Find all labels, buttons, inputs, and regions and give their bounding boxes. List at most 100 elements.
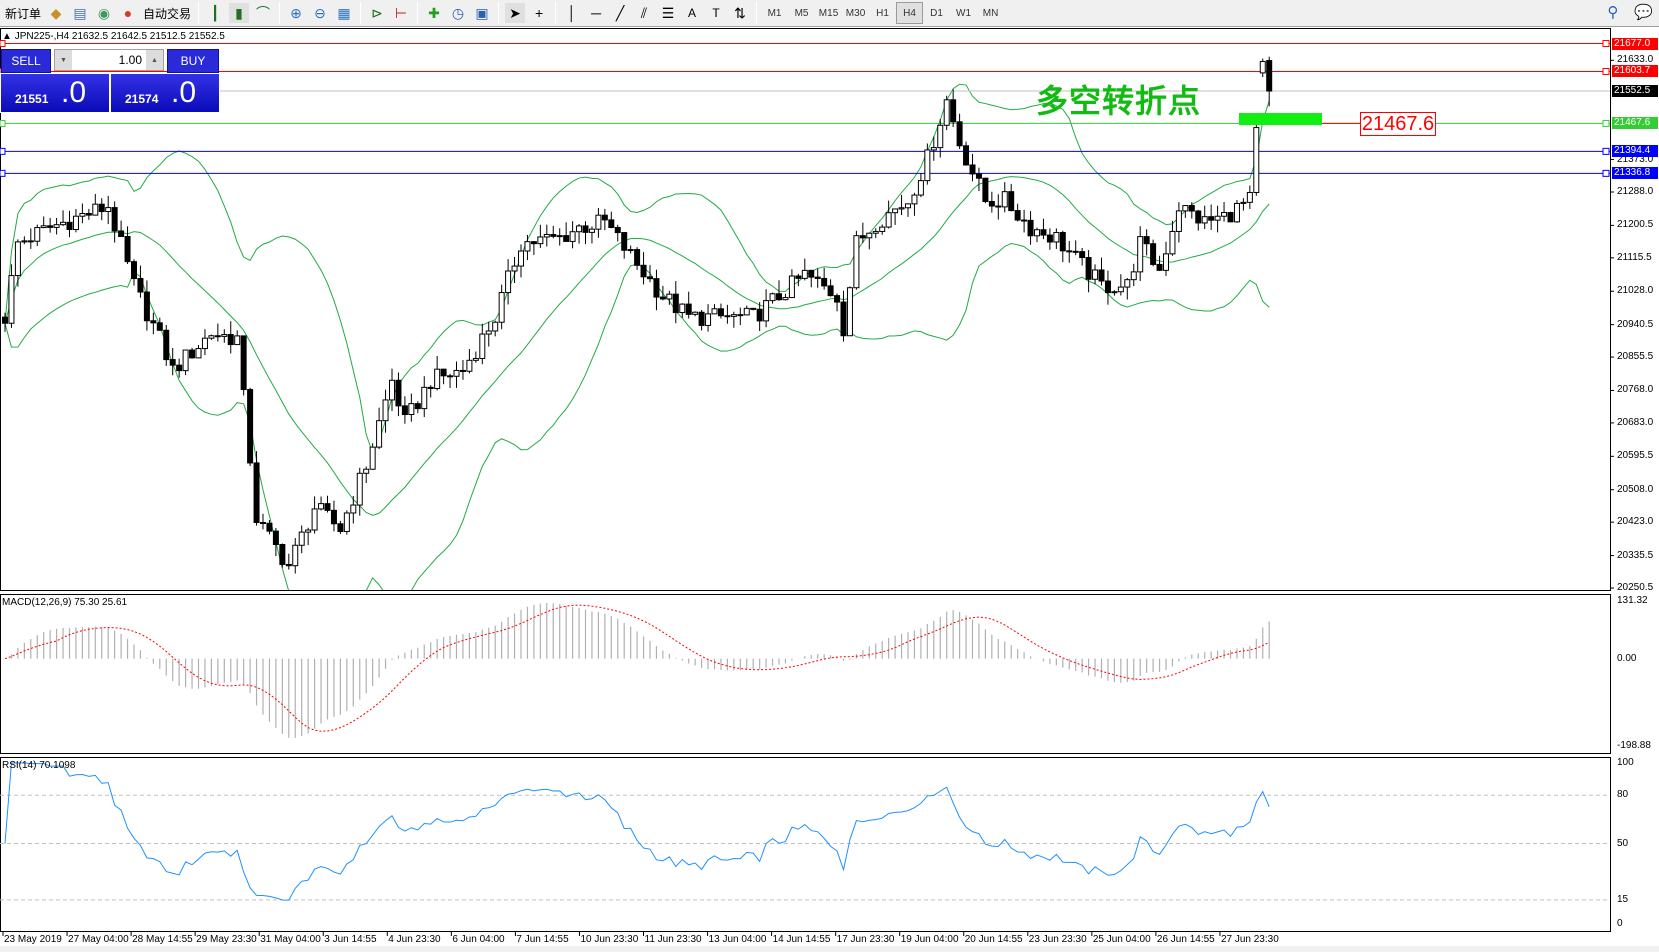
candle bbox=[743, 307, 750, 316]
timeframe-mn[interactable]: MN bbox=[982, 7, 999, 19]
annotation-text[interactable]: 多空转折点 bbox=[1036, 82, 1202, 120]
time-axis-label: 6 Jun 04:00 bbox=[452, 934, 505, 945]
text-icon[interactable]: A bbox=[688, 6, 697, 20]
hline-handle bbox=[0, 40, 6, 48]
candle bbox=[672, 293, 679, 314]
horizontal-line-icon[interactable]: ─ bbox=[591, 5, 601, 21]
candle bbox=[163, 329, 170, 361]
timeframe-h4[interactable]: H4 bbox=[896, 2, 924, 24]
candle bbox=[247, 389, 254, 464]
lot-value[interactable]: 1.00 bbox=[118, 53, 142, 67]
candle bbox=[1111, 291, 1118, 294]
tile-windows-icon[interactable]: ▦ bbox=[337, 4, 351, 21]
search-icon[interactable]: ⚲ bbox=[1607, 4, 1619, 21]
rsi-axis-label: 15 bbox=[1617, 893, 1629, 905]
timeframe-w1[interactable]: W1 bbox=[956, 7, 972, 19]
time-axis-label: 7 Jun 14:55 bbox=[516, 934, 569, 945]
decrease-lot-icon[interactable]: ▼ bbox=[55, 50, 72, 70]
candle bbox=[137, 278, 144, 293]
periods-icon[interactable]: ◷ bbox=[451, 4, 465, 21]
buy-price-fraction: .0 bbox=[171, 76, 197, 109]
one-click-trading-panel: SELL ▼ 1.00 ▲ BUY 21551 .0 21574 .0 bbox=[0, 48, 220, 113]
candle bbox=[498, 292, 505, 323]
time-axis-label: 20 Jun 14:55 bbox=[964, 934, 1023, 945]
candle bbox=[808, 269, 815, 278]
market-watch-icon[interactable]: ◆ bbox=[50, 4, 62, 21]
timeframe-m5[interactable]: M5 bbox=[794, 7, 809, 19]
signals-icon[interactable]: ◉ bbox=[97, 4, 111, 21]
zoom-out-icon[interactable]: ⊖ bbox=[314, 4, 326, 21]
new-order-button[interactable]: 新订单 bbox=[5, 6, 42, 21]
line-chart-icon[interactable]: ⌒ bbox=[256, 5, 271, 21]
auto-scroll-icon[interactable]: ⊳ bbox=[371, 4, 383, 21]
candle bbox=[556, 235, 563, 238]
candle bbox=[866, 232, 873, 239]
templates-icon[interactable]: ▣ bbox=[475, 4, 489, 21]
cursor-icon[interactable]: ➤ bbox=[505, 3, 526, 23]
candle bbox=[924, 149, 931, 182]
price-axis-label: 21633.0 bbox=[1617, 54, 1654, 66]
candle bbox=[1227, 212, 1234, 223]
lot-size-input[interactable]: ▼ 1.00 ▲ bbox=[54, 49, 164, 71]
sell-button[interactable]: SELL bbox=[1, 49, 51, 73]
timeframe-m15[interactable]: M15 bbox=[818, 7, 839, 19]
auto-trading-button[interactable]: 自动交易 bbox=[143, 6, 192, 21]
candle bbox=[659, 296, 666, 300]
time-axis-label: 13 Jun 04:00 bbox=[708, 934, 767, 945]
trendline-icon[interactable]: ╱ bbox=[615, 4, 625, 21]
vertical-line-icon[interactable]: │ bbox=[567, 5, 577, 21]
sell-price-button[interactable]: 21551 .0 bbox=[0, 73, 110, 113]
candle bbox=[1014, 210, 1021, 221]
candle bbox=[466, 359, 473, 372]
chart-area[interactable] bbox=[0, 28, 1659, 946]
data-window-icon[interactable]: ▤ bbox=[73, 4, 87, 21]
candle bbox=[788, 275, 795, 299]
candle bbox=[769, 293, 776, 302]
candle bbox=[421, 386, 428, 410]
candle bbox=[782, 297, 789, 301]
candle bbox=[395, 379, 402, 407]
increase-lot-icon[interactable]: ▲ bbox=[146, 50, 163, 70]
hline-handle bbox=[1602, 147, 1610, 155]
timeframe-m30[interactable]: M30 bbox=[845, 7, 866, 19]
time-axis-label: 19 Jun 04:00 bbox=[900, 934, 959, 945]
candlestick-icon[interactable]: ▮ bbox=[229, 3, 250, 23]
time-axis-label: 31 May 04:00 bbox=[260, 934, 321, 945]
timeframe-d1[interactable]: D1 bbox=[930, 7, 943, 19]
candle bbox=[717, 308, 724, 317]
arrows-icon[interactable]: ⇅ bbox=[734, 4, 746, 21]
candle bbox=[543, 234, 550, 238]
price-axis-label: 20595.5 bbox=[1617, 450, 1654, 462]
macd-axis-label: 131.32 bbox=[1617, 595, 1648, 606]
fibo-lines-icon[interactable]: ☰ bbox=[661, 4, 675, 21]
candle bbox=[511, 265, 518, 272]
buy-price-button[interactable]: 21574 .0 bbox=[110, 73, 220, 113]
chart-shift-icon[interactable]: ⊢ bbox=[394, 4, 408, 21]
indicators-icon[interactable]: ✚ bbox=[428, 4, 440, 21]
candle bbox=[724, 315, 731, 318]
buy-button[interactable]: BUY bbox=[167, 49, 219, 73]
candle bbox=[427, 386, 434, 390]
candle bbox=[911, 194, 918, 205]
separator bbox=[498, 2, 500, 24]
candle bbox=[318, 503, 325, 510]
candle bbox=[414, 403, 421, 410]
bar-chart-icon[interactable]: ┃ bbox=[210, 4, 220, 21]
candle bbox=[1124, 279, 1131, 288]
candle bbox=[569, 231, 576, 242]
fibonacci-icon[interactable]: ⫽ bbox=[640, 4, 648, 21]
price-label-box[interactable]: 21467.6 bbox=[1360, 112, 1436, 136]
separator bbox=[198, 2, 200, 24]
price-tag: 21552.5 bbox=[1612, 85, 1658, 98]
candle bbox=[634, 249, 641, 266]
macd-pane bbox=[0, 594, 1611, 754]
crosshair-icon[interactable]: + bbox=[534, 5, 544, 21]
text-label-icon[interactable]: T bbox=[712, 6, 720, 20]
chat-icon[interactable]: 💬 bbox=[1634, 4, 1653, 21]
zoom-in-icon[interactable]: ⊕ bbox=[290, 4, 302, 21]
timeframe-h1[interactable]: H1 bbox=[876, 7, 889, 19]
symbol-info: ▲ JPN225-,H4 21632.5 21642.5 21512.5 215… bbox=[2, 31, 225, 42]
timeframe-m1[interactable]: M1 bbox=[767, 7, 782, 19]
candle bbox=[1163, 253, 1169, 271]
time-axis-label: 23 May 2019 bbox=[4, 934, 62, 945]
